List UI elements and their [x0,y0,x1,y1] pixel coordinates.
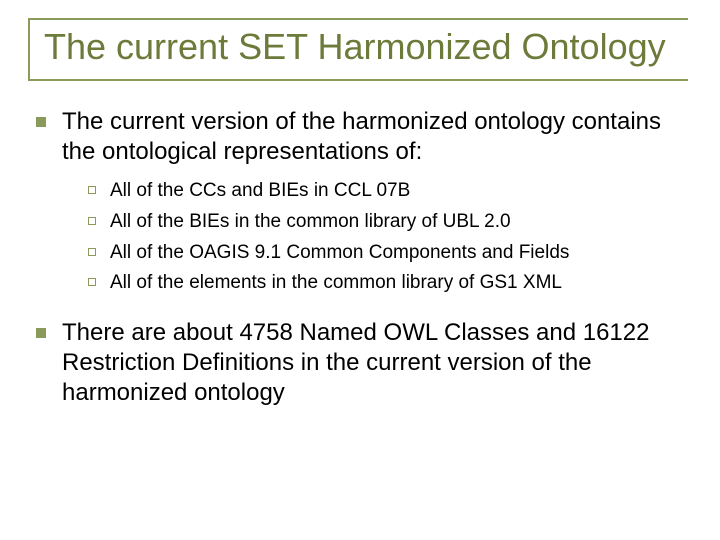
bullet-level2: All of the CCs and BIEs in CCL 07B [88,179,692,204]
bullet-level2: All of the OAGIS 9.1 Common Components a… [88,241,692,266]
bullet-level1: The current version of the harmonized on… [36,107,692,167]
hollow-square-bullet-icon [88,186,96,194]
slide-title: The current SET Harmonized Ontology [44,26,678,67]
bullet-text: There are about 4758 Named OWL Classes a… [62,318,692,408]
slide-body: The current version of the harmonized on… [28,107,692,408]
square-bullet-icon [36,117,46,127]
bullet-text: The current version of the harmonized on… [62,107,692,167]
title-container: The current SET Harmonized Ontology [28,18,688,81]
sub-bullet-text: All of the elements in the common librar… [110,271,562,296]
square-bullet-icon [36,328,46,338]
bullet-level2: All of the elements in the common librar… [88,271,692,296]
hollow-square-bullet-icon [88,278,96,286]
bullet-level2: All of the BIEs in the common library of… [88,210,692,235]
hollow-square-bullet-icon [88,217,96,225]
bullet-level1: There are about 4758 Named OWL Classes a… [36,318,692,408]
slide: The current SET Harmonized Ontology The … [0,0,720,540]
sub-bullet-text: All of the OAGIS 9.1 Common Components a… [110,241,569,266]
hollow-square-bullet-icon [88,248,96,256]
sub-bullet-text: All of the BIEs in the common library of… [110,210,511,235]
sub-bullet-list: All of the CCs and BIEs in CCL 07B All o… [88,179,692,296]
sub-bullet-text: All of the CCs and BIEs in CCL 07B [110,179,410,204]
